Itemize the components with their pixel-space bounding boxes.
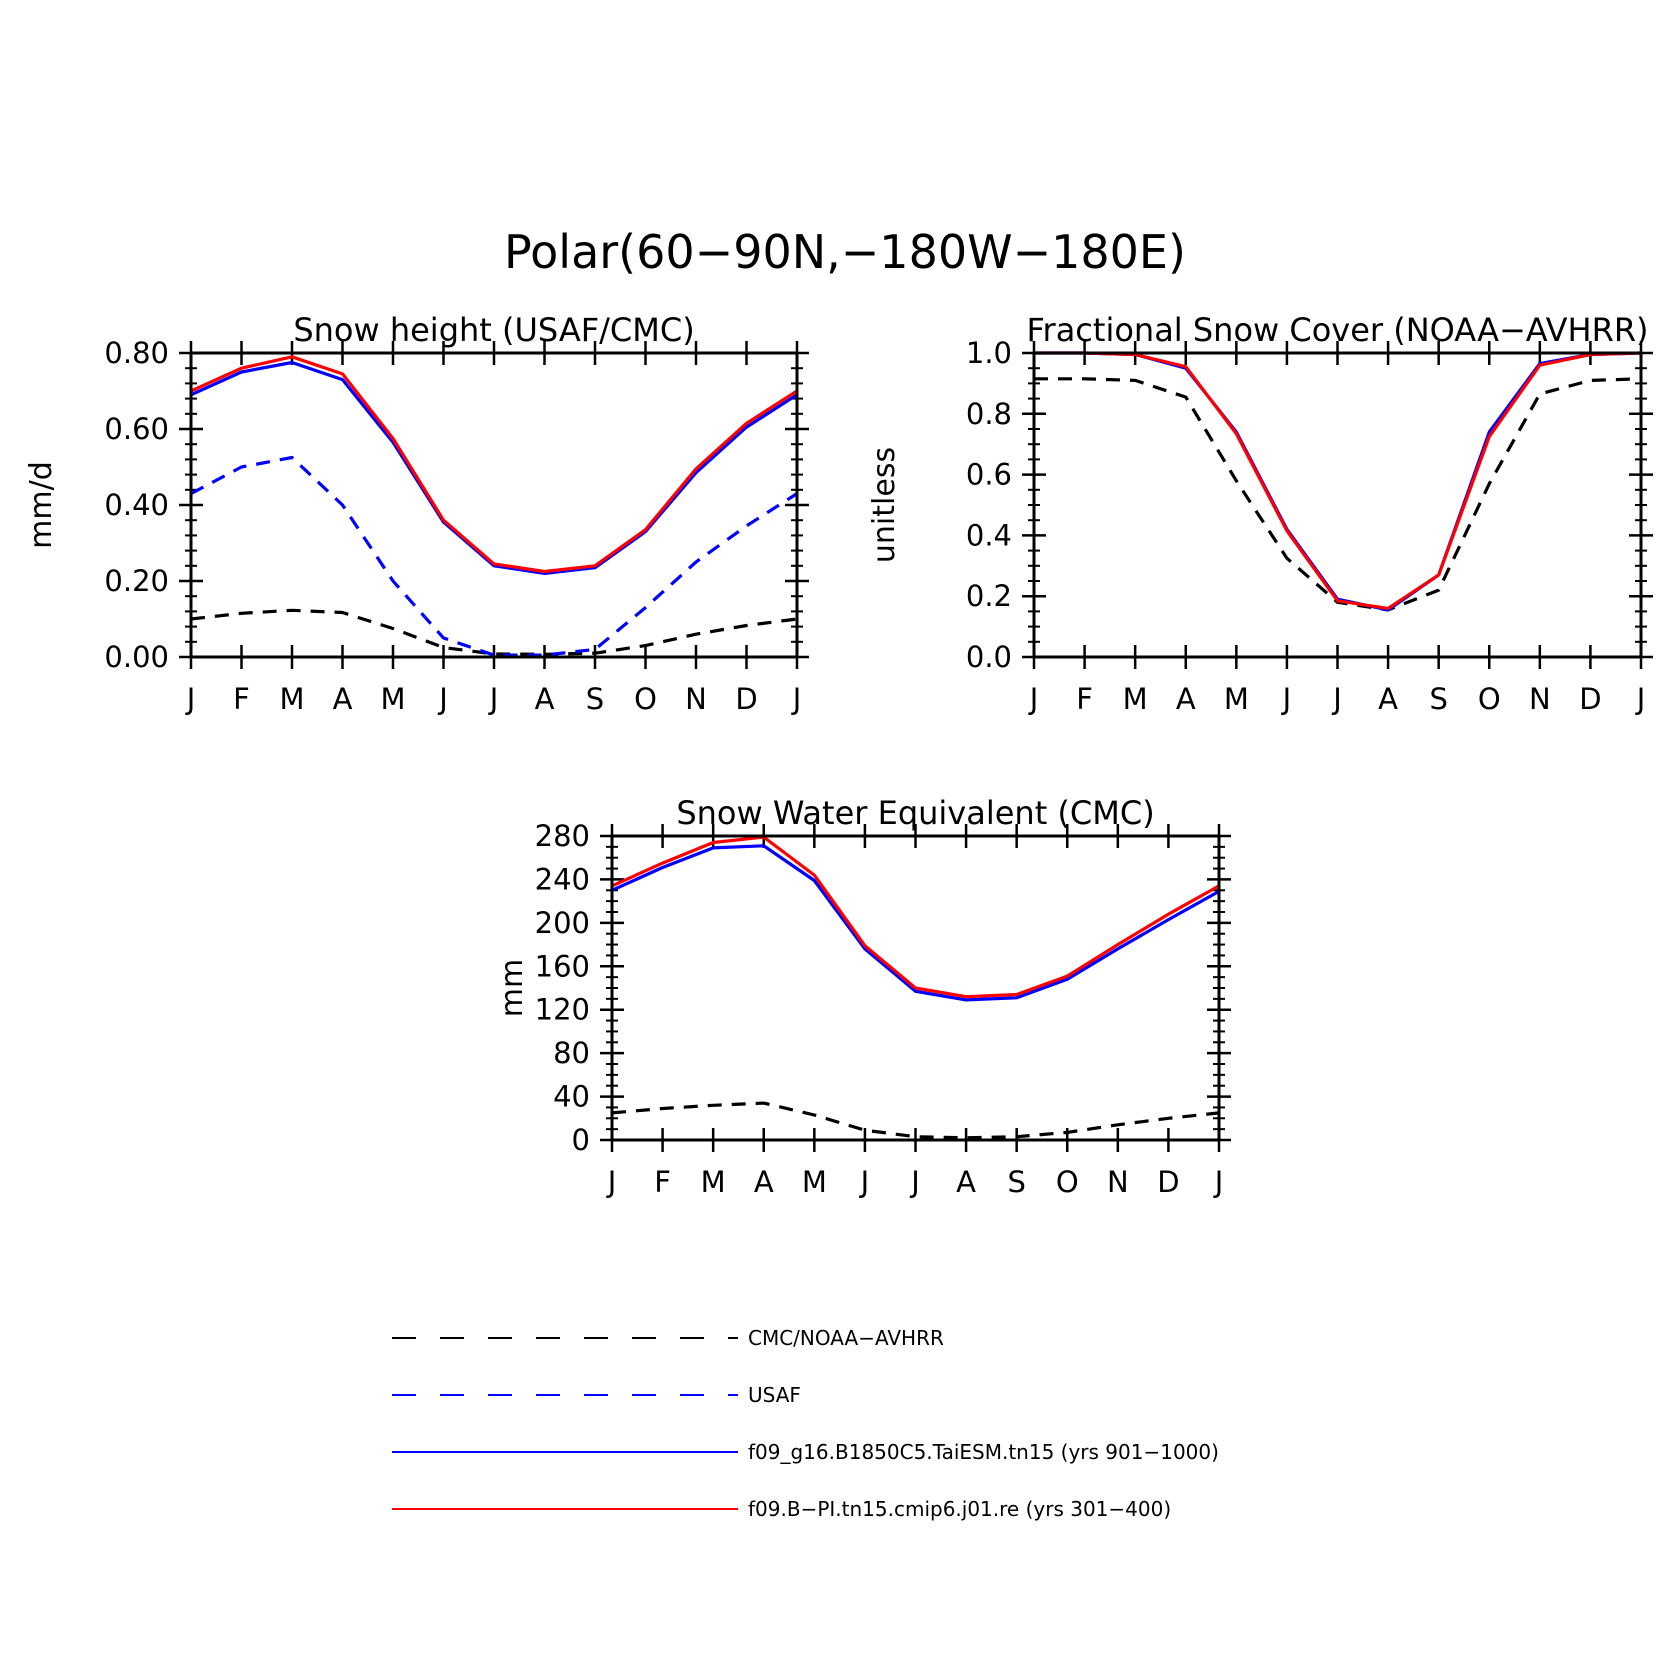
series-line-1 (611, 1101, 1220, 1140)
series-line-3 (190, 360, 798, 576)
y-tick-label: 0.6 (966, 458, 1012, 492)
legend-item: f09.B−PI.tn15.cmip6.j01.re (yrs 301−400) (392, 1497, 1171, 1521)
x-tick-label: J (1213, 1165, 1224, 1199)
legend-label: USAF (748, 1383, 801, 1407)
figure-title: Polar(60−90N,−180W−180E) (504, 225, 1186, 279)
plot-frame (1032, 351, 1643, 659)
x-tick-label: N (685, 682, 707, 716)
y-tick-label: 0.80 (104, 336, 169, 370)
chart-panel-1: Snow height (USAF/CMC)mm/d0.000.200.400.… (24, 311, 809, 716)
x-tick-label: M (1224, 682, 1249, 716)
legend-label: CMC/NOAA−AVHRR (748, 1326, 944, 1350)
chart-panel-3: Snow Water Equivalent (CMC)mm04080120160… (495, 794, 1231, 1199)
x-tick-label: D (735, 682, 757, 716)
y-tick-label: 240 (535, 862, 590, 896)
x-tick-label: A (956, 1165, 976, 1199)
y-tick-label: 0 (572, 1123, 590, 1157)
series-line-1 (1034, 377, 1642, 612)
x-tick-label: F (233, 682, 250, 716)
x-tick-label: A (535, 682, 555, 716)
x-tick-label: J (791, 682, 802, 716)
y-tick-label: 120 (535, 993, 590, 1027)
y-tick-label: 200 (535, 906, 590, 940)
x-tick-label: N (1107, 1165, 1129, 1199)
y-tick-label: 160 (535, 949, 590, 983)
chart-panel-2: Fractional Snow Cover (NOAA−AVHRR)unitle… (867, 311, 1653, 716)
x-tick-label: N (1529, 682, 1551, 716)
x-tick-label: A (1378, 682, 1398, 716)
x-tick-label: J (1281, 682, 1292, 716)
y-tick-label: 1.0 (966, 336, 1012, 370)
series-line-2 (611, 844, 1220, 1002)
plot-frame (610, 834, 1221, 1142)
legend: CMC/NOAA−AVHRR USAF f09_g16.B1850C5.TaiESM… (392, 1326, 1219, 1521)
series-line-4 (190, 355, 798, 574)
x-tick-label: A (754, 1165, 774, 1199)
legend-label: f09_g16.B1850C5.TaiESM.tn15 (yrs 901−100… (748, 1440, 1219, 1464)
x-tick-label: M (1123, 682, 1148, 716)
x-tick-label: O (634, 682, 657, 716)
x-tick-label: S (586, 682, 604, 716)
x-tick-label: A (1176, 682, 1196, 716)
x-tick-label: A (333, 682, 353, 716)
x-tick-label: J (1028, 682, 1039, 716)
x-tick-label: S (1429, 682, 1447, 716)
series-line-2 (190, 455, 798, 657)
x-tick-label: D (1579, 682, 1601, 716)
x-tick-label: O (1478, 682, 1501, 716)
y-tick-label: 0.60 (104, 412, 169, 446)
x-tick-label: D (1157, 1165, 1179, 1199)
y-tick-label: 0.40 (104, 488, 169, 522)
legend-item: f09_g16.B1850C5.TaiESM.tn15 (yrs 901−100… (392, 1440, 1219, 1464)
y-tick-label: 0.20 (104, 564, 169, 598)
x-tick-label: F (654, 1165, 671, 1199)
x-tick-label: J (606, 1165, 617, 1199)
legend-item: USAF (392, 1383, 801, 1407)
y-tick-label: 80 (553, 1036, 590, 1070)
x-tick-label: S (1007, 1165, 1025, 1199)
x-tick-label: M (802, 1165, 827, 1199)
y-axis-label: mm (495, 959, 530, 1017)
y-tick-label: 40 (553, 1080, 590, 1114)
x-tick-label: O (1056, 1165, 1079, 1199)
x-tick-label: M (380, 682, 405, 716)
x-tick-label: J (909, 1165, 920, 1199)
x-tick-label: M (279, 682, 304, 716)
x-tick-label: J (437, 682, 448, 716)
y-tick-label: 0.00 (104, 640, 169, 674)
x-tick-label: J (1635, 682, 1646, 716)
x-tick-label: J (859, 1165, 870, 1199)
x-tick-label: M (701, 1165, 726, 1199)
plot-frame (189, 351, 799, 659)
y-axis-label: unitless (867, 447, 902, 563)
y-axis-label: mm/d (24, 461, 59, 549)
x-tick-label: J (185, 682, 196, 716)
y-tick-label: 280 (535, 819, 590, 853)
legend-label: f09.B−PI.tn15.cmip6.j01.re (yrs 301−400) (748, 1497, 1171, 1521)
x-tick-label: F (1076, 682, 1093, 716)
series-line-1 (190, 608, 798, 656)
x-tick-label: J (488, 682, 499, 716)
x-tick-label: J (1331, 682, 1342, 716)
y-tick-label: 0.4 (966, 518, 1012, 552)
y-tick-label: 0.8 (966, 397, 1012, 431)
y-tick-label: 0.2 (966, 579, 1012, 613)
series-line-3 (611, 835, 1220, 999)
legend-item: CMC/NOAA−AVHRR (392, 1326, 944, 1350)
y-tick-label: 0.0 (966, 640, 1012, 674)
